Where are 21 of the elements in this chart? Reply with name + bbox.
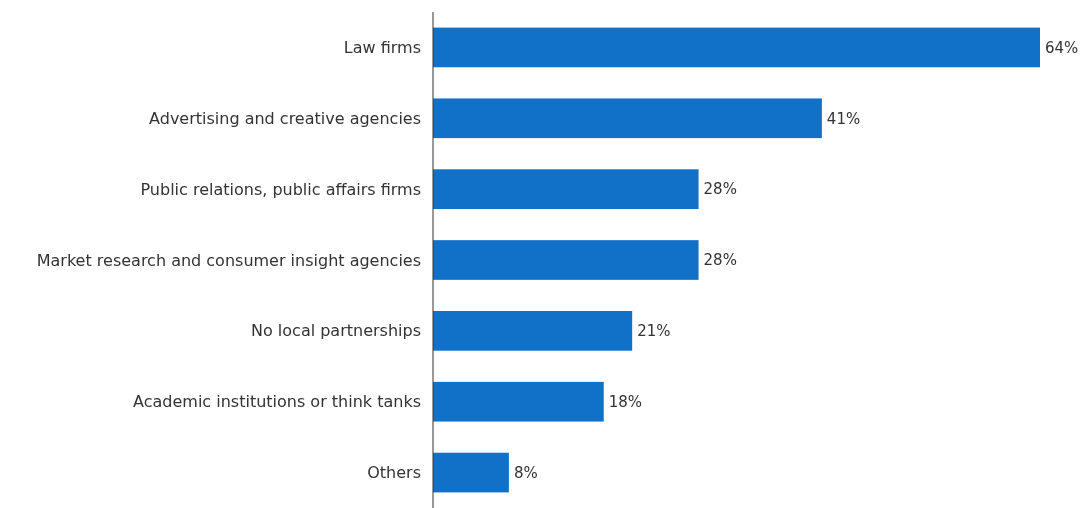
bar [433, 452, 509, 493]
y-tick-label: Law firms [343, 38, 421, 58]
bar [433, 169, 699, 209]
data-label: 28% [703, 180, 737, 199]
bar [433, 240, 699, 280]
bar [433, 381, 604, 422]
data-label: 8% [513, 463, 538, 482]
data-label: 28% [703, 251, 737, 270]
bar [433, 27, 1040, 68]
y-tick-label: Others [367, 463, 421, 483]
y-tick-label: No local partnerships [251, 321, 421, 341]
data-label: 64% [1045, 38, 1079, 57]
y-tick-label: Advertising and creative agencies [149, 108, 421, 128]
y-tick-label: Public relations, public affairs firms [140, 179, 421, 199]
data-label: 21% [637, 322, 671, 341]
bar [433, 98, 822, 139]
bar [433, 311, 633, 351]
data-label: 41% [826, 109, 861, 128]
y-tick-label: Market research and consumer insight agencies [36, 250, 421, 270]
data-label: 18% [608, 392, 643, 411]
y-tick-label: Academic institutions or think tanks [133, 392, 421, 412]
